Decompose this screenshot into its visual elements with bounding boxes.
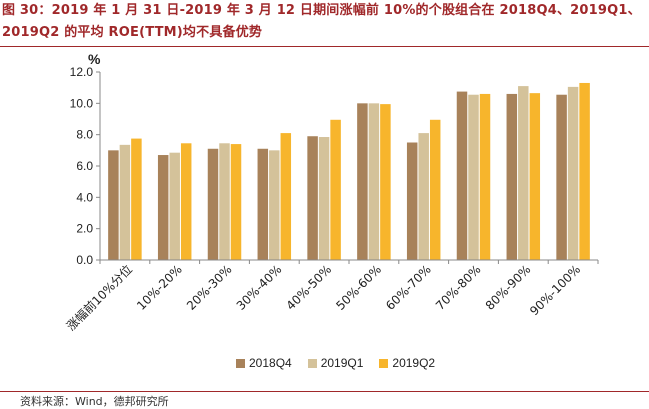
bar-2018q4-6 bbox=[406, 142, 418, 260]
bar-2019q1-0 bbox=[119, 144, 131, 260]
bar-2019q1-6 bbox=[418, 133, 429, 260]
x-category-label: 20%-30% bbox=[184, 262, 235, 313]
bar-2018q4-3 bbox=[257, 148, 269, 260]
bar-2019q1-4 bbox=[318, 137, 330, 260]
bar-2019q1-1 bbox=[169, 152, 180, 260]
source-rule bbox=[0, 391, 649, 392]
x-category-label: 涨幅前10%分位 bbox=[63, 262, 135, 334]
y-tick-label: 8.0 bbox=[76, 128, 93, 142]
x-category-label: 50%-60% bbox=[333, 262, 384, 313]
legend-swatch-2019q1 bbox=[307, 358, 317, 368]
chart-legend: 2018Q4 2019Q1 2019Q2 bbox=[236, 356, 435, 370]
title-line-1: 图 30：2019 年 1 月 31 日-2019 年 3 月 12 日期间涨幅… bbox=[2, 3, 641, 18]
y-tick-label: 4.0 bbox=[76, 190, 93, 204]
bar-2018q4-7 bbox=[456, 91, 468, 260]
legend-item-2019q2: 2019Q2 bbox=[379, 356, 435, 370]
y-tick-label: 2.0 bbox=[76, 222, 93, 236]
source-note: 资料来源：Wind，德邦研究所 bbox=[20, 395, 169, 408]
bar-2018q4-4 bbox=[307, 136, 318, 260]
legend-label-2019q2: 2019Q2 bbox=[392, 356, 436, 370]
legend-swatch-2018q4 bbox=[236, 358, 245, 368]
legend-swatch-2019q2 bbox=[379, 358, 389, 368]
title-line-2: 2019Q2 的平均 ROE(TTM)均不具备优势 bbox=[2, 25, 263, 40]
bar-2019q1-8 bbox=[518, 86, 529, 260]
bar-2019q2-6 bbox=[429, 119, 441, 261]
bar-2019q2-7 bbox=[479, 93, 491, 260]
bar-2018q4-9 bbox=[556, 94, 567, 260]
y-tick-label: 6.0 bbox=[76, 159, 93, 173]
legend-item-2018q4: 2018Q4 bbox=[236, 356, 292, 370]
bar-2019q1-2 bbox=[219, 143, 230, 260]
y-tick-label: 0.0 bbox=[76, 253, 93, 267]
x-category-label: 60%-70% bbox=[383, 262, 434, 313]
bar-2019q1-5 bbox=[368, 103, 380, 260]
x-category-label: 10%-20% bbox=[134, 262, 185, 313]
bar-2019q2-0 bbox=[131, 138, 142, 260]
y-tick-label: 12.0 bbox=[70, 65, 94, 79]
bar-2019q2-1 bbox=[180, 143, 192, 260]
bar-2018q4-5 bbox=[357, 103, 368, 260]
legend-item-2019q1: 2019Q1 bbox=[307, 356, 364, 370]
bar-2019q2-5 bbox=[380, 104, 391, 260]
bar-2019q1-9 bbox=[567, 86, 579, 260]
y-tick-label: 10.0 bbox=[70, 96, 94, 110]
bar-2019q2-2 bbox=[230, 144, 242, 260]
x-category-label: 40%-50% bbox=[284, 262, 335, 313]
bar-2018q4-8 bbox=[506, 93, 518, 260]
title-rule bbox=[0, 46, 649, 47]
bar-2018q4-1 bbox=[157, 155, 169, 260]
bar-2018q4-2 bbox=[207, 148, 219, 260]
figure-title: 图 30：2019 年 1 月 31 日-2019 年 3 月 12 日期间涨幅… bbox=[0, 0, 649, 44]
y-axis-unit-label: % bbox=[88, 51, 101, 67]
x-category-label: 90%-100% bbox=[527, 262, 583, 318]
bar-2019q2-8 bbox=[529, 93, 541, 261]
bar-2019q1-3 bbox=[269, 150, 280, 260]
x-category-label: 30%-40% bbox=[234, 262, 285, 313]
bar-2019q2-9 bbox=[579, 82, 590, 260]
legend-label-2018q4: 2018Q4 bbox=[249, 356, 292, 370]
bar-2019q1-7 bbox=[468, 94, 479, 260]
bar-2019q2-3 bbox=[280, 133, 292, 260]
bar-2018q4-0 bbox=[108, 150, 119, 260]
x-category-label: 80%-90% bbox=[483, 262, 534, 313]
bar-2019q2-4 bbox=[330, 119, 341, 261]
legend-label-2019q1: 2019Q1 bbox=[320, 356, 364, 370]
x-category-label: 70%-80% bbox=[433, 262, 484, 313]
